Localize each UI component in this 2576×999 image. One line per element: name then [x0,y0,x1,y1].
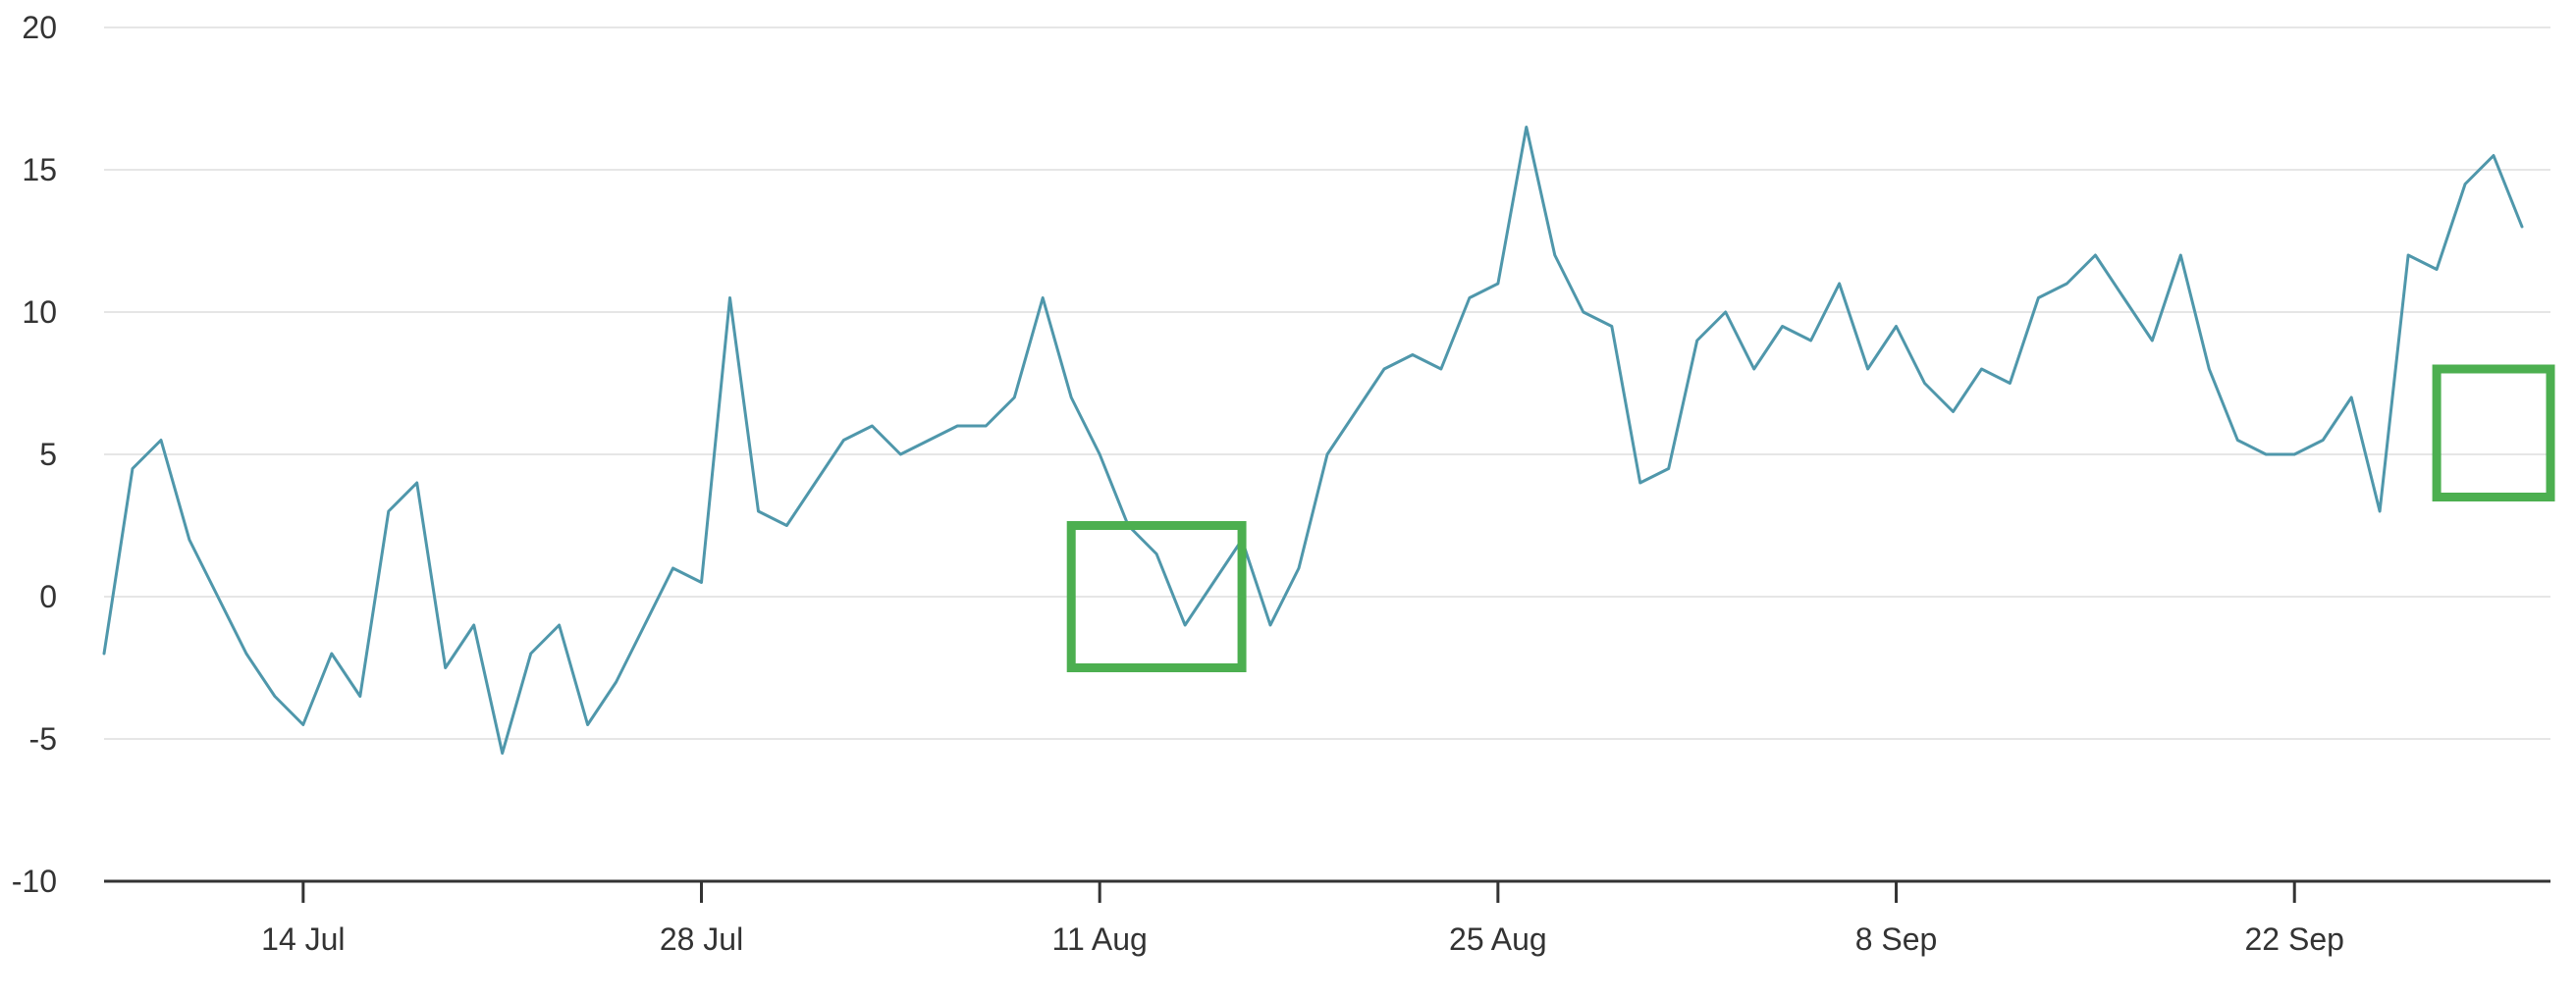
highlight-box [1066,521,1247,672]
series-layer [102,126,2524,755]
x-tick-label: 25 Aug [1449,921,1547,957]
x-tick-label: 14 Jul [261,921,345,957]
highlight-box [2432,364,2555,501]
y-tick-label: 5 [39,437,57,472]
y-tick-label: -5 [29,721,57,757]
x-tick-label: 28 Jul [660,921,743,957]
x-tick-label: 8 Sep [1855,921,1938,957]
x-tick-label: 22 Sep [2244,921,2343,957]
y-tick-label: 0 [39,579,57,614]
grid-layer [104,26,2550,740]
y-tick-label: -10 [12,864,57,899]
y-tick-label: 10 [22,294,57,330]
y-tick-label: 20 [22,10,57,45]
series-line [102,126,2524,755]
highlight-layer [1066,364,2555,672]
y-tick-label: 15 [22,152,57,187]
x-tick-label: 11 Aug [1052,921,1148,957]
axis-layer: 20 15 10 5 0 -5 -10 14 Jul 28 Jul 11 Aug 25 Aug 8 S… [12,10,2550,957]
